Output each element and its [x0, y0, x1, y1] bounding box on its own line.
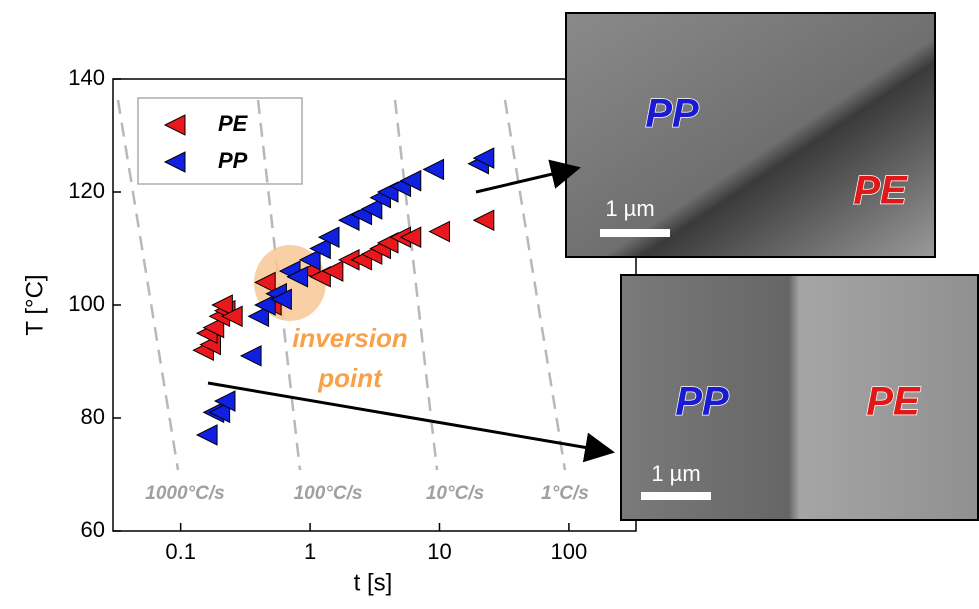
rate-line [503, 99, 567, 471]
point [422, 158, 445, 181]
annotation: 10°C/s [426, 483, 484, 504]
point [428, 220, 450, 243]
x-tick-label: 0.1 [165, 539, 196, 564]
point [472, 209, 495, 232]
x-tick-label: 1 [304, 539, 316, 564]
plot-frame [112, 78, 637, 532]
point [247, 305, 270, 328]
point [309, 237, 331, 260]
legend-label: PE [218, 111, 249, 136]
y-tick-label: 120 [68, 178, 105, 203]
x-axis-label: t [s] [354, 569, 393, 596]
point [195, 424, 218, 446]
y-tick-label: 100 [68, 291, 105, 316]
point [321, 260, 344, 282]
point [202, 316, 225, 339]
point [208, 401, 231, 424]
point [286, 265, 309, 288]
point [239, 345, 262, 367]
point [213, 390, 236, 412]
legend-marker [163, 114, 186, 136]
marks [192, 147, 495, 446]
scale-bar-label: 1 µm [651, 461, 700, 486]
point [399, 169, 422, 192]
annotation: 1°C/s [541, 483, 589, 504]
scale-bar-label: 1 µm [605, 196, 654, 221]
sem-image [565, 12, 936, 258]
phase-label: PP [675, 380, 729, 424]
point [360, 198, 383, 220]
annotation: 100°C/s [294, 483, 363, 504]
point [298, 248, 321, 271]
scale-bar [600, 229, 670, 237]
phase-label: PE [866, 380, 921, 424]
arrow [475, 159, 581, 194]
annotation: point [317, 363, 383, 393]
point [221, 305, 243, 328]
legend [137, 97, 303, 185]
point [254, 294, 276, 316]
legend-marker [163, 151, 186, 173]
point [211, 294, 233, 316]
point [270, 288, 292, 311]
x-tick-label: 10 [427, 539, 451, 564]
rate-line [393, 99, 439, 471]
inset-bottom: PP PE 1 µm [620, 274, 979, 521]
y-tick-label: 140 [68, 65, 105, 90]
annotation: inversion [292, 323, 408, 353]
y-tick-label: 60 [81, 517, 105, 542]
rate-line [116, 99, 180, 471]
phase-label: PE [853, 169, 908, 213]
scale-bar [641, 492, 711, 500]
point [472, 147, 495, 169]
x-tick-label: 100 [551, 539, 588, 564]
legend-label: PP [218, 148, 248, 173]
point [254, 271, 276, 294]
phase-label: PP [645, 92, 699, 136]
y-tick-label: 80 [81, 404, 105, 429]
point [399, 226, 422, 249]
inset-top: PP PE 1 µm [565, 12, 936, 258]
sem-image [620, 274, 979, 521]
y-axis-label: T [°C] [21, 274, 48, 335]
arrow [207, 381, 615, 463]
annotation: 1000°C/s [145, 483, 224, 504]
point [317, 226, 340, 249]
